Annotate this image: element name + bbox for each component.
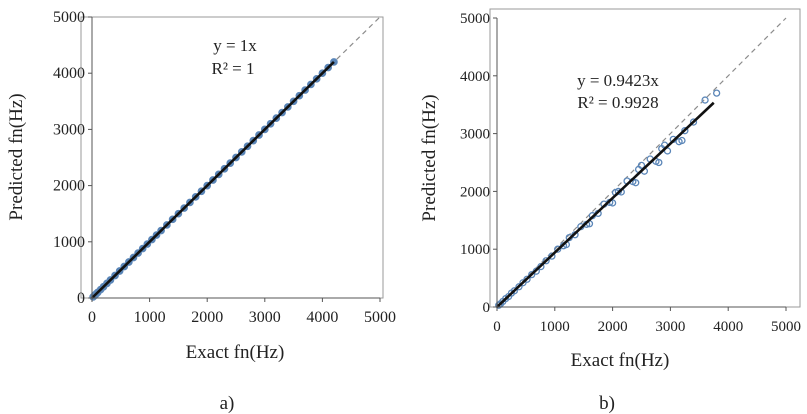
panel-a-x-tick-label: 4000: [306, 309, 338, 326]
panel-a-equation: y = 1x: [213, 36, 257, 55]
panel-a-r-squared: R² = 1: [211, 59, 254, 78]
panel-a-trendline: [91, 61, 335, 299]
panel-a-x-tick-label: 2000: [191, 309, 223, 326]
panel-a-x-tick-label: 0: [88, 309, 96, 326]
panel-b-data-point: [537, 262, 545, 271]
panel-b-plot-frame: [489, 8, 801, 308]
panel-b-data-point: [681, 127, 689, 135]
panel-b-trend-layer: [496, 101, 715, 308]
panel-b-x-axis-label: Exact fn(Hz): [571, 350, 670, 371]
panel-b-y-tick-label: 1000: [460, 242, 490, 258]
panel-b-y-tick-label: 0: [483, 300, 491, 316]
panel-a-y-axis-label: Predicted fn(Hz): [6, 93, 27, 220]
panel-a-y-tick-label: 5000: [53, 9, 85, 26]
panel-a: 0 1000 2000 3000 4000 5000 0 1000 2000 3000 4000 50…: [6, 9, 396, 414]
panel-a-y-tick-label: 3000: [53, 121, 85, 138]
panel-b-x-tick-label: 5000: [771, 319, 801, 335]
panel-b-data-point: [608, 199, 617, 207]
panel-b-equation: y = 0.9423x: [577, 71, 659, 90]
panel-b-x-tick-label: 0: [493, 319, 501, 335]
panel-b-data-point: [554, 245, 562, 253]
panel-b-data-point: [689, 118, 698, 126]
panel-b-data-point: [655, 158, 663, 167]
panel-b-data-point: [632, 179, 640, 187]
panel-b-data-point: [528, 270, 536, 279]
panel-b-data-point: [678, 136, 686, 145]
panel-b-x-tick-label: 3000: [655, 319, 685, 335]
panel-b-data-point: [701, 96, 709, 104]
panel-a-y-tick-label: 4000: [53, 65, 85, 82]
panel-a-x-axis-label: Exact fn(Hz): [186, 342, 285, 363]
panel-b-data-point: [712, 89, 721, 97]
panel-b-data-point: [637, 161, 646, 170]
panel-b-x-tick-label: 1000: [540, 319, 570, 335]
panel-b-r-squared: R² = 0.9928: [577, 93, 658, 112]
panel-b-trendline: [496, 101, 715, 308]
panel-a-axes-layer: 0 1000 2000 3000 4000 5000 0 1000 2000 3000 4000 50…: [53, 9, 396, 326]
panel-a-x-tick-label: 1000: [134, 309, 166, 326]
panel-a-x-tick-label: 3000: [249, 309, 281, 326]
panel-b-x-tick-label: 4000: [713, 319, 743, 335]
panel-b-y-axis-label: Predicted fn(Hz): [419, 94, 440, 221]
panel-b-y-tick-label: 3000: [460, 127, 490, 143]
panel-b-data-point: [510, 287, 518, 295]
panel-b-data-point: [548, 252, 556, 260]
panel-b-data-point: [523, 275, 531, 283]
panel-b-x-tick-label: 2000: [598, 319, 628, 335]
panel-b-data-point: [542, 257, 550, 265]
panel-b-data-point: [495, 301, 503, 309]
panel-a-y-tick-label: 2000: [53, 178, 85, 195]
panel-a-trend-layer: [91, 61, 335, 299]
panel-a-x-tick-label: 5000: [364, 309, 396, 326]
panel-b-y-tick-label: 5000: [460, 11, 490, 27]
panel-a-y-tick-label: 1000: [53, 234, 85, 251]
panel-a-label: a): [220, 393, 235, 414]
panel-a-y-tick-label: 0: [77, 290, 85, 307]
panel-b-data-point: [515, 283, 523, 291]
panel-b-y-tick-label: 4000: [460, 69, 490, 85]
panel-b: 0 1000 2000 3000 4000 5000 0 1000 2000 3000 4000 50…: [419, 8, 801, 414]
panel-b-y-tick-label: 2000: [460, 184, 490, 200]
panel-b-axes-layer: 0 1000 2000 3000 4000 5000 0 1000 2000 3000 4000 50…: [460, 11, 801, 335]
panel-b-label: b): [599, 393, 615, 414]
